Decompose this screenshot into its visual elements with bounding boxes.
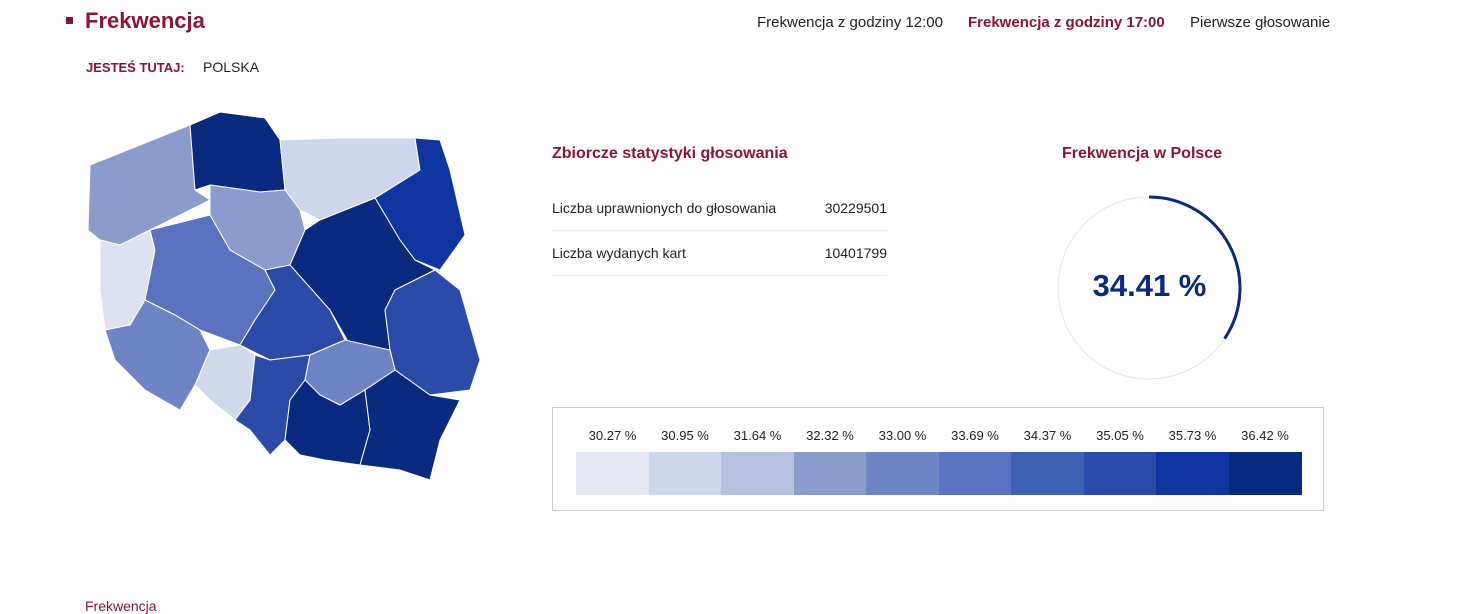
legend-swatch [1156,452,1229,495]
page-title: Frekwencja [85,8,205,33]
legend-swatch [793,452,867,495]
color-legend: 30.27 % 30.95 % 31.64 % 32.32 % 33.00 % 33.69… [552,407,1324,511]
legend-swatch [721,452,794,495]
stats-title: Zbiorcze statystyki głosowania [552,145,788,162]
legend-swatch [866,452,939,495]
legend-swatch [1083,452,1157,495]
stats-value: 30229501 [824,200,887,216]
stats-row: Liczba wydanych kart 10401799 [552,231,887,276]
legend-label: 34.37 % [1023,428,1072,443]
map-region-podlaskie[interactable] [374,137,466,271]
poland-map [87,111,481,481]
legend-label: 31.64 % [733,428,782,443]
footer-heading: Frekwencja [85,598,157,614]
legend-label: 33.00 % [878,428,927,443]
legend-swatch [1011,452,1084,495]
map-region-pomorskie[interactable] [189,111,286,193]
title-bullet-icon [66,17,73,24]
legend-swatch [576,452,649,495]
nav-turnout-17[interactable]: Frekwencja z godziny 17:00 [968,14,1165,31]
gauge-arc [1148,195,1242,340]
legend-swatch [648,452,722,495]
stats-label: Liczba uprawnionych do głosowania [552,200,777,216]
gauge-title: Frekwencja w Polsce [1062,145,1223,162]
breadcrumb-current[interactable]: POLSKA [203,59,260,75]
legend-swatch [1228,452,1302,495]
gauge-value: 34.41 % [1092,268,1207,303]
legend-label: 35.05 % [1096,428,1144,443]
legend-label: 30.95 % [661,428,709,443]
map-region-podkarpackie[interactable] [359,369,461,481]
stats-value: 10401799 [824,245,887,261]
nav-first-vote[interactable]: Pierwsze głosowanie [1190,14,1331,31]
legend-label: 32.32 % [806,428,854,443]
legend-label: 36.42 % [1241,428,1289,443]
breadcrumb-label: JESTEŚ TUTAJ: [86,60,185,75]
legend-swatch [938,452,1012,495]
legend-label: 35.73 % [1168,428,1217,443]
nav-turnout-12[interactable]: Frekwencja z godziny 12:00 [757,14,943,31]
turnout-gauge [1057,195,1242,380]
stats-label: Liczba wydanych kart [552,245,686,261]
legend-label: 33.69 % [951,428,999,443]
legend-label: 30.27 % [588,428,637,443]
stats-row: Liczba uprawnionych do głosowania 3022950… [552,186,887,231]
